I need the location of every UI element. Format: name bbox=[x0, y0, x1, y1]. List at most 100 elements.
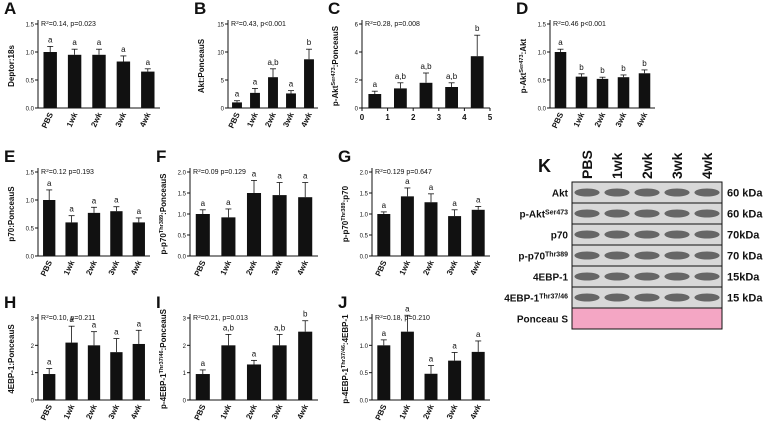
significance-letter: a bbox=[201, 199, 206, 208]
bar bbox=[400, 196, 414, 256]
annotation-part: =0.28, p=0.008 bbox=[373, 21, 420, 28]
annotation-part: R bbox=[41, 21, 46, 28]
bar bbox=[268, 77, 278, 108]
lane-label: 3wk bbox=[669, 152, 685, 179]
y-axis-label-part: p-Akt bbox=[519, 72, 528, 93]
bar bbox=[246, 364, 262, 400]
significance-letter: a bbox=[405, 177, 410, 186]
blot-band bbox=[574, 209, 600, 218]
error-bar bbox=[302, 320, 309, 332]
blot-band bbox=[664, 251, 690, 260]
annotation-part: 2 bbox=[236, 20, 239, 26]
blot-band bbox=[574, 188, 600, 197]
error-bar bbox=[371, 90, 378, 94]
error-bar bbox=[96, 48, 102, 55]
x-tick-label: 1wk bbox=[398, 403, 413, 421]
error-bar bbox=[68, 215, 75, 223]
significance-letter: b bbox=[621, 64, 626, 73]
significance-letter: a bbox=[373, 80, 378, 89]
significance-letter: a bbox=[69, 205, 74, 214]
bar bbox=[575, 76, 588, 108]
bar bbox=[470, 56, 484, 108]
x-tick-label: PBS bbox=[39, 258, 54, 277]
y-axis-label-part: Ser473 bbox=[331, 67, 337, 85]
error-bar bbox=[641, 69, 648, 74]
panel-label: B bbox=[194, 0, 206, 18]
error-bar bbox=[251, 179, 257, 193]
y-axis-label: p-p70Thr389:p70 bbox=[341, 185, 350, 242]
significance-letter: a bbox=[92, 321, 97, 330]
bar bbox=[424, 202, 438, 256]
bar bbox=[43, 200, 56, 256]
error-bar bbox=[428, 193, 434, 203]
x-tick-label: 1wk bbox=[62, 259, 77, 277]
y-tick-label: 0 bbox=[183, 399, 187, 405]
y-axis-label: p-4EBP-1Thr37/46:4EBP-1 bbox=[341, 314, 350, 404]
x-tick-label: PBS bbox=[227, 110, 242, 129]
bar bbox=[596, 78, 609, 108]
bar bbox=[448, 216, 462, 256]
x-tick-label: 2wk bbox=[263, 111, 278, 129]
blot-band bbox=[604, 230, 630, 239]
bar bbox=[445, 87, 458, 108]
error-bar bbox=[234, 100, 240, 103]
x-tick-label: PBS bbox=[39, 402, 54, 421]
y-axis-label-part: p-p70 bbox=[159, 233, 168, 255]
error-bar bbox=[578, 73, 585, 77]
bar bbox=[250, 92, 260, 108]
row-label: 4EBP-1 bbox=[533, 273, 568, 284]
blot-band bbox=[664, 230, 690, 239]
annotation-part: 2 bbox=[46, 168, 49, 174]
x-tick-label: PBS bbox=[193, 402, 208, 421]
error-bar bbox=[276, 333, 283, 346]
error-bar bbox=[288, 90, 294, 94]
x-tick-label: 1wk bbox=[65, 111, 80, 129]
annotation-part: =0.12 p=0.193 bbox=[49, 169, 94, 176]
x-tick-label: 4wk bbox=[635, 111, 650, 129]
annotation-part: R bbox=[553, 21, 558, 28]
bar bbox=[116, 61, 131, 108]
y-tick-label: 1.5 bbox=[360, 317, 369, 323]
error-bar bbox=[46, 368, 53, 375]
bar bbox=[617, 77, 630, 108]
annotation-part: 2 bbox=[46, 20, 49, 26]
y-tick-label: 10 bbox=[217, 51, 224, 57]
annotation-part: R bbox=[231, 21, 236, 28]
significance-letter: b bbox=[303, 310, 308, 319]
significance-letter: a bbox=[303, 172, 308, 181]
y-tick-label: 1.5 bbox=[360, 192, 369, 198]
annotation: R2=0.43, p<0.001 bbox=[231, 20, 286, 29]
error-bar bbox=[135, 217, 142, 223]
significance-letter: a bbox=[253, 77, 258, 86]
bar bbox=[471, 209, 485, 256]
lane-label: PBS bbox=[579, 150, 595, 179]
lane-label: 1wk bbox=[609, 152, 625, 179]
error-bar bbox=[225, 208, 232, 218]
y-tick-label: 1.5 bbox=[538, 23, 547, 29]
x-tick-label: 1 bbox=[385, 113, 390, 122]
size-label: 60 kDa bbox=[727, 188, 763, 200]
annotation-part: =0.10, p=0.211 bbox=[49, 315, 96, 322]
error-bar bbox=[47, 46, 54, 52]
lane-label: 2wk bbox=[639, 152, 655, 179]
annotation-part: =0.09 p=0.129 bbox=[201, 169, 246, 176]
x-tick-label: PBS bbox=[193, 258, 208, 277]
y-tick-label: 0.5 bbox=[538, 79, 547, 85]
panel-label: A bbox=[4, 0, 16, 18]
row-label: Akt bbox=[552, 189, 569, 200]
bar bbox=[368, 94, 382, 108]
row-label: p-p70Thr389 bbox=[518, 251, 568, 263]
error-bar bbox=[68, 325, 75, 343]
y-axis-label-part: Deptor:18s bbox=[7, 45, 16, 87]
blot-band bbox=[604, 209, 630, 218]
annotation-part: =0.129 p=0.647 bbox=[383, 169, 432, 176]
annotation-part: =0.21, p=0.013 bbox=[201, 315, 248, 322]
bar bbox=[132, 222, 145, 256]
bar bbox=[132, 343, 145, 400]
bar bbox=[424, 373, 438, 400]
significance-letter: a bbox=[429, 183, 434, 192]
x-tick-label: PBS bbox=[374, 258, 389, 277]
annotation-part: R bbox=[41, 169, 46, 176]
error-bar bbox=[120, 55, 127, 62]
bar bbox=[554, 52, 567, 108]
